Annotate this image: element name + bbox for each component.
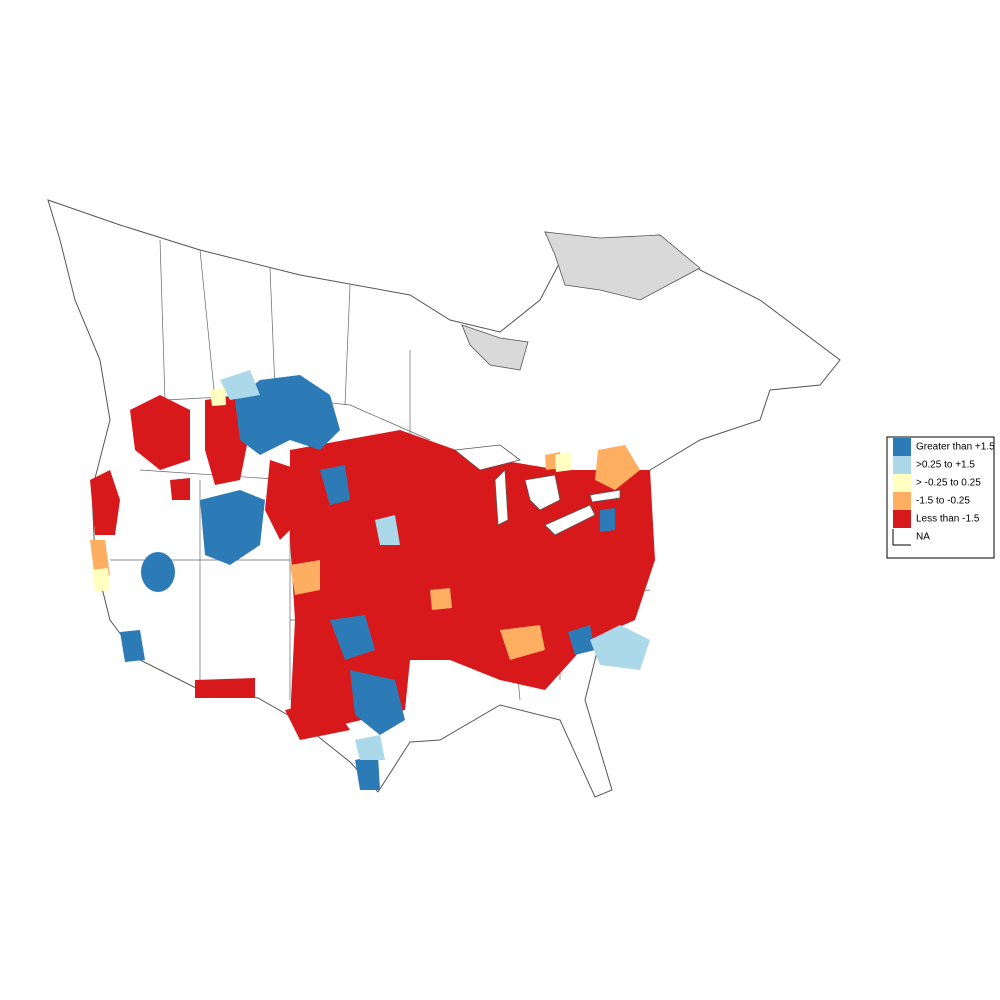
lake — [589, 489, 621, 503]
data-cell — [355, 755, 380, 790]
legend-swatch — [893, 510, 911, 528]
data-cell — [355, 735, 385, 760]
legend-label: Less than -1.5 — [916, 514, 980, 525]
data-cell — [92, 568, 110, 592]
legend-label: -1.5 to -0.25 — [916, 496, 970, 507]
data-cells — [90, 370, 655, 790]
data-cell — [210, 388, 226, 406]
data-cell — [375, 515, 400, 545]
data-cell — [350, 670, 405, 735]
legend-swatch — [893, 438, 911, 456]
data-cell — [170, 478, 190, 500]
legend-label: > -0.25 to 0.25 — [916, 478, 981, 489]
data-cell — [265, 460, 300, 540]
data-cell — [290, 560, 320, 595]
data-cell — [220, 370, 260, 400]
lake — [494, 469, 509, 526]
data-cell — [195, 678, 255, 698]
legend-swatch — [892, 529, 911, 546]
data-cell — [130, 395, 190, 470]
data-cell — [285, 700, 350, 740]
data-cell — [141, 552, 175, 592]
lake — [453, 444, 521, 471]
data-cell — [600, 508, 615, 532]
data-cell — [200, 490, 265, 565]
lake — [524, 474, 561, 511]
lake — [544, 504, 596, 536]
data-cell — [235, 375, 340, 455]
legend: Greater than +1.5 >0.25 to +1.5 > -0.25 to… — [886, 436, 995, 559]
lakes — [453, 444, 621, 536]
data-cell — [568, 625, 595, 655]
legend-label: >0.25 to +1.5 — [916, 460, 975, 471]
data-cell — [590, 625, 650, 670]
legend-label: NA — [916, 532, 930, 543]
data-cell — [330, 615, 375, 660]
data-cell — [595, 445, 640, 490]
data-cell — [120, 630, 145, 662]
data-cell — [555, 452, 572, 472]
legend-swatch — [893, 456, 911, 474]
legend-swatch — [893, 492, 911, 510]
legend-label: Greater than +1.5 — [916, 442, 995, 453]
na-region — [461, 324, 529, 371]
legend-swatch — [893, 474, 911, 492]
data-cell — [500, 625, 545, 660]
data-cell — [90, 470, 120, 535]
data-cell — [430, 588, 452, 610]
data-cell — [320, 465, 350, 505]
data-cell — [290, 430, 655, 725]
na-region — [544, 231, 701, 301]
